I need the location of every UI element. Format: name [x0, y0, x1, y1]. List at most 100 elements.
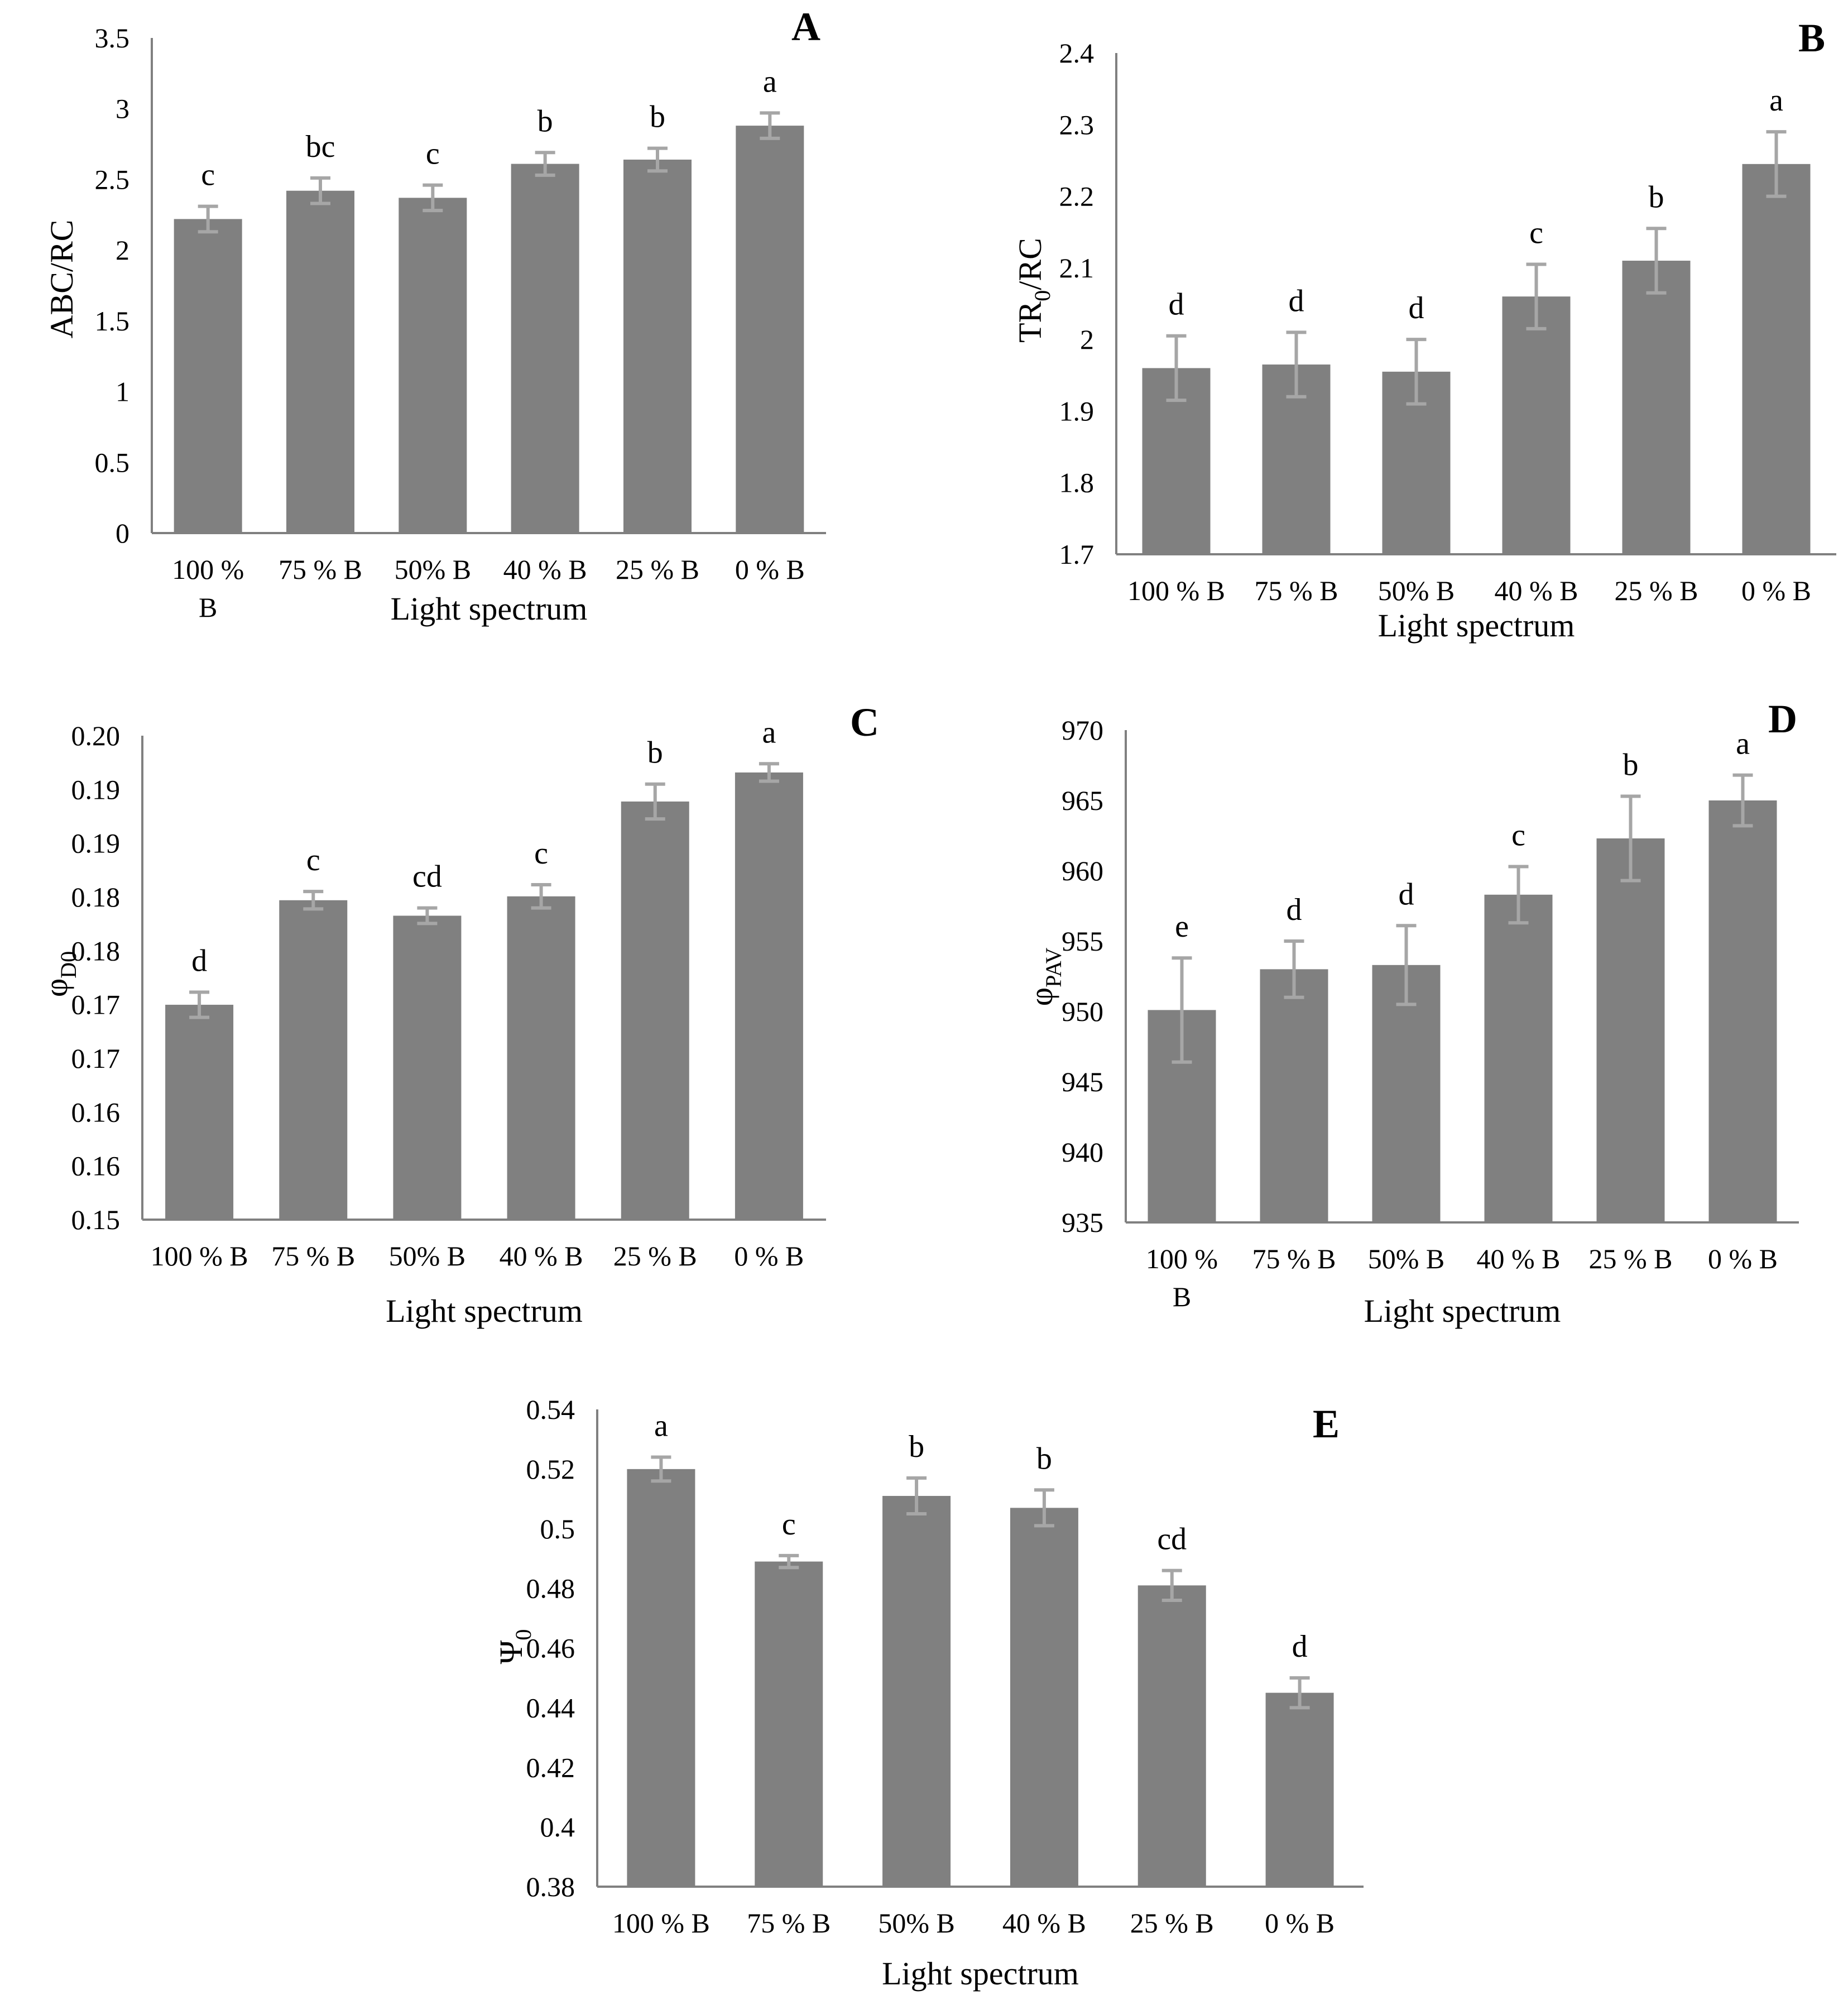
panel-b-ytick-0: 1.7 — [1059, 539, 1095, 570]
panel-d-x-title: Light spectrum — [1364, 1293, 1561, 1329]
panel-c-bar-3 — [507, 896, 575, 1220]
panel-c-category-3: 40 % B — [500, 1240, 583, 1272]
panel-b-sig-letter-1: d — [1289, 284, 1304, 318]
panel-c-y-title-main: φ — [38, 978, 74, 997]
panel-d-errorbar-1 — [1284, 939, 1304, 999]
panel-a-y-title: ABC/RC — [44, 220, 80, 339]
panel-e-sig-letter-5: d — [1292, 1629, 1308, 1664]
panel-a-y-title-main: ABC/RC — [44, 220, 80, 339]
panel-e-sig-letter-1: c — [782, 1507, 796, 1542]
panel-c-bar-4 — [621, 801, 689, 1220]
panel-d-category-3: 40 % B — [1477, 1243, 1561, 1274]
panel-c-y-title-sub: D0 — [56, 951, 81, 978]
panel-d-sig-letter-4: b — [1623, 747, 1639, 782]
panel-d-ytick-0: 935 — [1062, 1207, 1103, 1238]
panel-a-errorbar-1 — [310, 176, 330, 205]
panel-d-ytick-5: 960 — [1062, 855, 1103, 886]
panel-d-errorbar-3 — [1508, 865, 1529, 925]
panel-e-bar-2 — [882, 1495, 951, 1887]
panel-a-bar-5 — [736, 126, 804, 533]
panel-b-y-title-sub: 0 — [1030, 290, 1055, 301]
panel-b: 1.7 1.8 1.9 2 2.1 2.2 2.3 2.4 d 100 % B d 75 % B d 50… — [1012, 16, 1836, 644]
panel-a-ytick-1: 0.5 — [95, 447, 130, 478]
panel-e-ytick-8: 0.54 — [526, 1394, 575, 1425]
panel-d-category-0: 100 % — [1146, 1243, 1218, 1274]
panel-a-category-3: 40 % B — [503, 554, 587, 585]
panel-a-bar-3 — [511, 164, 579, 534]
panel-b-y-title-rest: /RC — [1012, 238, 1048, 290]
panel-c-category-2: 50% B — [389, 1240, 466, 1272]
panel-d-y-title-sub: PAV — [1041, 948, 1066, 987]
panel-d-ytick-7: 970 — [1062, 714, 1103, 746]
panel-d-y-title: φPAV — [1023, 948, 1066, 1006]
panel-a-bar-4 — [623, 159, 692, 533]
panel-b-sig-letter-3: c — [1529, 215, 1543, 250]
panel-d-y-title-main: φ — [1023, 987, 1059, 1006]
panel-b-category-5: 0 % B — [1741, 575, 1811, 606]
panel-a-ytick-5: 2.5 — [95, 164, 130, 195]
panel-b-sig-letter-4: b — [1649, 180, 1664, 214]
panel-a-sig-letter-0: c — [201, 158, 215, 193]
panel-b-sig-letter-5: a — [1769, 83, 1783, 118]
panel-a-bar-2 — [399, 198, 467, 534]
panel-d-category-1: 75 % B — [1252, 1243, 1336, 1274]
panel-d-category-5: 0 % B — [1708, 1243, 1778, 1274]
panel-c-bar-1 — [279, 900, 348, 1220]
panel-b-ytick-4: 2.1 — [1059, 252, 1095, 284]
panel-a-category-4: 25 % B — [616, 554, 699, 585]
panel-d-errorbar-4 — [1620, 794, 1641, 882]
panel-a-ytick-3: 1.5 — [95, 305, 130, 337]
panel-b-errorbar-0 — [1166, 334, 1187, 402]
panel-a: 0 0.5 1 1.5 2 2.5 3 3.5 c 100 % Bbc 75 % B c 50% B b 40… — [44, 4, 826, 627]
panel-e-category-3: 40 % B — [1002, 1907, 1086, 1939]
panel-b-ytick-2: 1.9 — [1059, 395, 1095, 426]
panel-b-category-3: 40 % B — [1495, 575, 1578, 606]
panel-e-errorbar-4 — [1161, 1568, 1182, 1602]
panel-a-errorbar-4 — [647, 146, 668, 173]
panel-a-category-2: 50% B — [395, 554, 472, 585]
panel-a-sig-letter-1: bc — [306, 129, 335, 164]
panel-c-errorbar-4 — [645, 782, 665, 821]
panel-d-errorbar-5 — [1732, 773, 1753, 828]
panel-a-sig-letter-5: a — [763, 64, 777, 99]
panel-c-ytick-5: 0.18 — [71, 935, 121, 966]
panel-e-bar-5 — [1265, 1692, 1334, 1887]
panel-b-errorbar-4 — [1646, 227, 1667, 295]
panel-a-ytick-6: 3 — [116, 93, 129, 124]
panel-a-ytick-0: 0 — [116, 517, 129, 549]
panel-b-category-2: 50% B — [1378, 575, 1455, 606]
panel-d-category-0-line2: B — [1173, 1281, 1191, 1312]
panel-c-errorbar-0 — [189, 990, 210, 1019]
panel-c-sig-letter-5: a — [762, 715, 776, 750]
panel-a-ytick-7: 3.5 — [95, 22, 130, 54]
panel-e-x-title: Light spectrum — [882, 1955, 1079, 1992]
panel-b-errorbar-2 — [1406, 338, 1427, 406]
panel-b-x-title: Light spectrum — [1378, 607, 1575, 644]
panel-e-errorbar-1 — [779, 1553, 799, 1570]
panel-e-ytick-1: 0.4 — [540, 1811, 575, 1843]
panel-e-bar-1 — [755, 1561, 823, 1887]
panel-d-errorbar-0 — [1172, 956, 1192, 1064]
panel-b-ytick-5: 2.2 — [1059, 181, 1095, 212]
panel-e-ytick-7: 0.52 — [526, 1454, 575, 1485]
panel-a-category-0-line2: B — [199, 592, 217, 623]
panel-b-ytick-6: 2.3 — [1059, 109, 1095, 140]
panel-a-errorbar-3 — [535, 151, 555, 177]
panel-c-ytick-7: 0.19 — [71, 828, 121, 859]
panel-c-letter: C — [850, 700, 879, 745]
panel-c-y-title: φD0 — [38, 951, 81, 997]
panel-c-category-0: 100 % B — [151, 1240, 248, 1272]
panel-a-ytick-4: 2 — [116, 234, 129, 266]
panel-a-ytick-2: 1 — [116, 376, 129, 407]
panel-c-category-1: 75 % B — [271, 1240, 355, 1272]
panel-e-category-0: 100 % B — [612, 1907, 710, 1939]
panel-e-errorbar-3 — [1034, 1488, 1054, 1528]
panel-c-sig-letter-2: cd — [412, 860, 442, 894]
panel-e-ytick-2: 0.42 — [526, 1752, 575, 1783]
panel-e-category-4: 25 % B — [1130, 1907, 1214, 1939]
panel-b-ytick-7: 2.4 — [1059, 37, 1095, 69]
panel-c: 0.15 0.16 0.16 0.17 0.17 0.18 0.18 0.19 0.19 0.20… — [38, 700, 879, 1329]
panel-e-errorbar-5 — [1289, 1676, 1310, 1710]
panel-d: 935 940 945 950 955 960 965 970 e 100 % Bd 75 % B d 5… — [1023, 697, 1799, 1329]
